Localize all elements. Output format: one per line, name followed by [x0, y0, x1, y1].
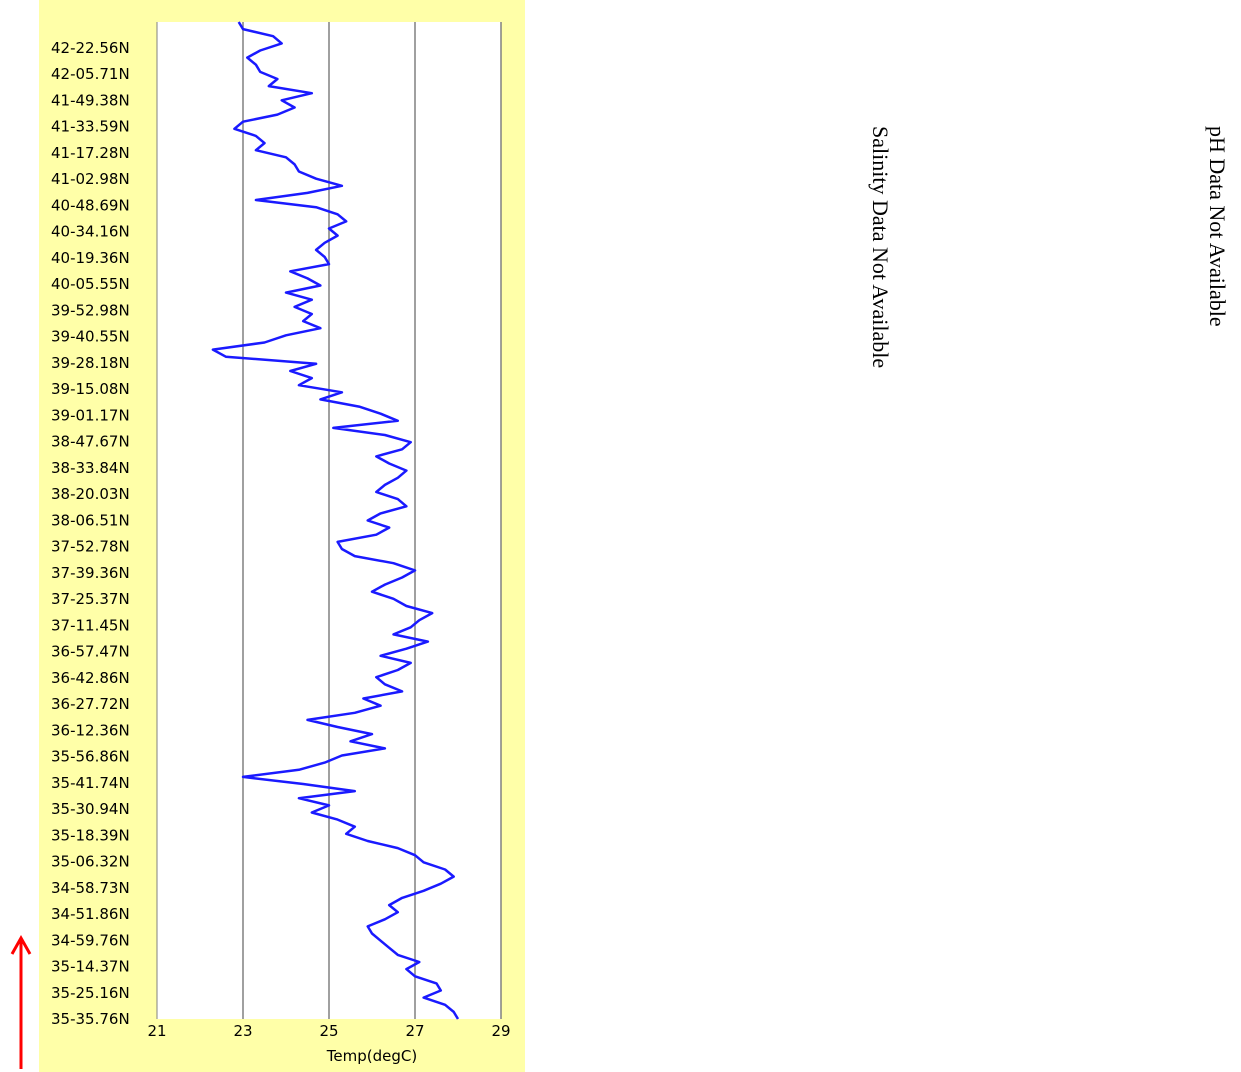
y-tick-label: 34-58.73N	[51, 879, 130, 897]
y-tick-label: 38-06.51N	[51, 511, 130, 529]
y-tick-label: 41-17.28N	[51, 144, 130, 162]
y-tick-label: 39-28.18N	[51, 354, 130, 372]
y-tick-label: 39-52.98N	[51, 301, 130, 319]
temperature-chart: 21 23 25 27 29 Temp(degC) 42-22.56N 42-05.71N 41…	[51, 21, 511, 1065]
y-tick-label: 40-19.36N	[51, 249, 130, 267]
temperature-chart-panel: 21 23 25 27 29 Temp(degC) 42-22.56N 42-05.71N 41…	[39, 0, 525, 1072]
y-tick-label: 35-18.39N	[51, 826, 130, 844]
y-tick-label: 40-48.69N	[51, 196, 130, 214]
y-tick-label: 40-05.55N	[51, 275, 130, 293]
y-tick-label: 39-01.17N	[51, 406, 130, 424]
direction-arrow	[10, 934, 32, 1069]
y-tick-label: 35-35.76N	[51, 1010, 130, 1028]
y-tick-label: 42-05.71N	[51, 65, 130, 83]
ph-not-available-text: pH Data Not Available	[1205, 126, 1230, 327]
y-tick-label: 35-56.86N	[51, 748, 130, 766]
y-tick-label: 35-41.74N	[51, 774, 130, 792]
y-tick-label: 37-39.36N	[51, 564, 130, 582]
y-tick-label: 35-06.32N	[51, 853, 130, 871]
y-tick-label: 39-40.55N	[51, 328, 130, 346]
y-tick-label: 36-42.86N	[51, 669, 130, 687]
y-tick-label: 34-59.76N	[51, 931, 130, 949]
y-tick-label: 37-11.45N	[51, 616, 130, 634]
y-tick-label: 37-25.37N	[51, 590, 130, 608]
salinity-not-available-text: Salinity Data Not Available	[868, 126, 893, 369]
x-tick-label-21: 21	[147, 1022, 166, 1040]
y-tick-label: 36-27.72N	[51, 695, 130, 713]
y-tick-label: 41-02.98N	[51, 170, 130, 188]
y-tick-label: 35-25.16N	[51, 984, 130, 1002]
y-tick-label: 37-52.78N	[51, 538, 130, 556]
y-tick-label: 38-20.03N	[51, 485, 130, 503]
y-tick-label: 36-57.47N	[51, 643, 130, 661]
x-tick-label-29: 29	[491, 1022, 510, 1040]
y-tick-label: 38-47.67N	[51, 433, 130, 451]
y-tick-label: 38-33.84N	[51, 459, 130, 477]
y-tick-label: 39-15.08N	[51, 380, 130, 398]
y-tick-label: 41-33.59N	[51, 118, 130, 136]
y-tick-label: 35-30.94N	[51, 800, 130, 818]
y-tick-label: 42-22.56N	[51, 39, 130, 57]
y-tick-label: 41-49.38N	[51, 91, 130, 109]
y-tick-label: 36-12.36N	[51, 721, 130, 739]
y-tick-label: 40-34.16N	[51, 223, 130, 241]
x-tick-label-23: 23	[233, 1022, 252, 1040]
x-tick-label-27: 27	[405, 1022, 424, 1040]
temperature-series-line	[211, 21, 460, 1020]
x-tick-label-25: 25	[319, 1022, 338, 1040]
x-axis-title: Temp(degC)	[326, 1047, 417, 1065]
y-tick-label: 34-51.86N	[51, 905, 130, 923]
y-tick-label: 35-14.37N	[51, 958, 130, 976]
